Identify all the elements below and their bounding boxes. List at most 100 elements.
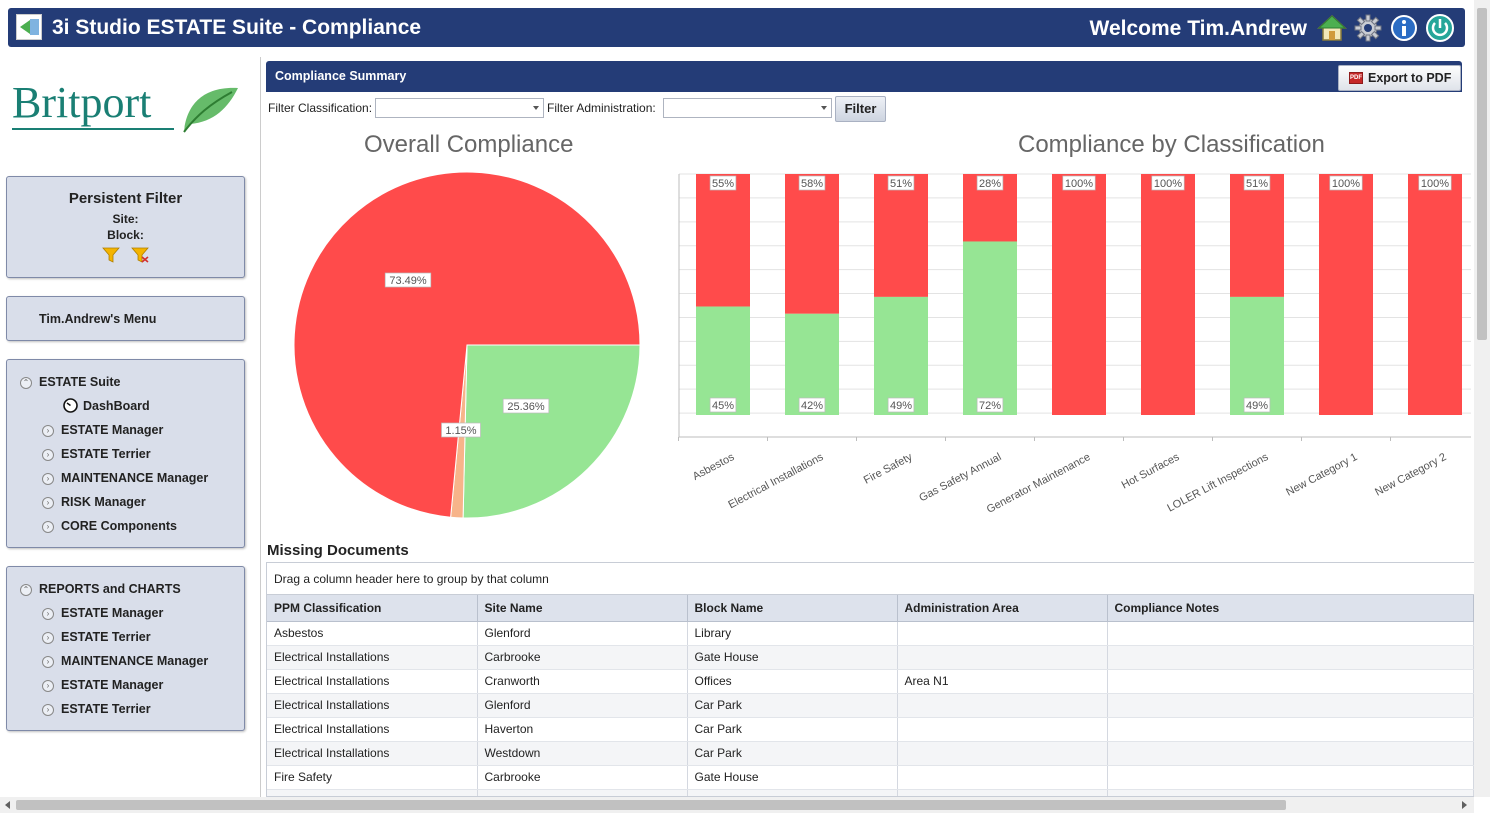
bar-non-compliant[interactable]	[1230, 174, 1284, 297]
logo-text: Britport	[12, 78, 152, 127]
bar-non-compliant[interactable]	[1141, 174, 1195, 415]
home-icon[interactable]	[1317, 13, 1347, 43]
table-cell: Electrical Installations	[267, 645, 478, 670]
table-cell: Gate House	[687, 765, 898, 790]
collapse-icon[interactable]: ⌃	[20, 584, 32, 596]
collapse-icon[interactable]: ⌃	[20, 377, 32, 389]
table-cell: Car Park	[687, 693, 898, 718]
filter-icons	[7, 247, 244, 268]
bar-compliant[interactable]	[696, 306, 750, 415]
expand-icon[interactable]: ›	[42, 632, 54, 644]
table-cell: Glenford	[477, 621, 688, 646]
table-cell	[897, 741, 1108, 766]
report-item-estate-terrier[interactable]: ESTATE Terrier	[61, 630, 151, 644]
table-row[interactable]: Fire Safety Carbrooke Gate House	[267, 765, 1474, 790]
bar-compliant[interactable]	[874, 296, 928, 415]
pie-slice-label: 25.36%	[507, 401, 545, 413]
column-header-block-name[interactable]: Block Name	[687, 595, 898, 622]
bar-label-non-compliant-box	[709, 175, 737, 191]
bar-non-compliant[interactable]	[785, 174, 839, 314]
bar-label-compliant: 72%	[979, 400, 1001, 412]
table-row[interactable]: Electrical Installations Glenford Car Park	[267, 693, 1474, 718]
column-header-compliance-notes[interactable]: Compliance Notes	[1107, 595, 1474, 622]
scroll-right-arrow-icon[interactable]	[1462, 801, 1467, 809]
table-cell: Haverton	[477, 717, 688, 742]
pie-slice[interactable]	[462, 344, 641, 519]
bar-label-non-compliant-box	[1243, 175, 1271, 191]
user-menu-label[interactable]: Tim.Andrew's Menu	[39, 312, 157, 326]
table-row[interactable]: Electrical Installations Cranworth Offices…	[267, 669, 1474, 694]
table-cell: Electrical Installations	[267, 741, 478, 766]
vertical-scrollbar[interactable]	[1474, 0, 1490, 797]
column-header-ppm-classification[interactable]: PPM Classification	[267, 595, 478, 622]
leaf-icon	[183, 87, 238, 133]
estate-suite-header[interactable]: ESTATE Suite	[39, 375, 121, 389]
expand-icon[interactable]: ›	[42, 425, 54, 437]
filter-classification-select[interactable]	[375, 98, 544, 118]
nav-item-maintenance-manager[interactable]: MAINTENANCE Manager	[61, 471, 209, 485]
bar-label-non-compliant-box	[1151, 175, 1185, 191]
bar-label-non-compliant: 100%	[1065, 178, 1093, 190]
bar-non-compliant[interactable]	[874, 174, 928, 297]
expand-icon[interactable]: ›	[42, 680, 54, 692]
expand-icon[interactable]: ›	[42, 497, 54, 509]
column-header-administration-area[interactable]: Administration Area	[897, 595, 1108, 622]
expand-icon[interactable]: ›	[42, 449, 54, 461]
nav-item-core-components[interactable]: CORE Components	[61, 519, 177, 533]
user-menu-panel[interactable]: Tim.Andrew's Menu	[6, 296, 245, 341]
export-pdf-button[interactable]: PDF Export to PDF	[1338, 65, 1461, 91]
report-item-estate-manager-2[interactable]: ESTATE Manager	[61, 678, 164, 692]
info-icon[interactable]	[1389, 13, 1419, 43]
bar-label-non-compliant: 28%	[979, 178, 1001, 190]
table-cell	[1107, 741, 1474, 766]
bar-non-compliant[interactable]	[696, 174, 750, 307]
bar-label-non-compliant: 51%	[890, 178, 912, 190]
filter-administration-select[interactable]	[663, 98, 832, 118]
horizontal-scrollbar[interactable]	[0, 797, 1474, 813]
power-icon[interactable]	[1425, 13, 1455, 43]
expand-icon[interactable]: ›	[42, 608, 54, 620]
nav-item-risk-manager[interactable]: RISK Manager	[61, 495, 146, 509]
horizontal-scrollbar-thumb[interactable]	[16, 800, 1286, 810]
bar-non-compliant[interactable]	[1319, 174, 1373, 415]
bar-non-compliant[interactable]	[1052, 174, 1106, 415]
table-cell: Library	[687, 621, 898, 646]
reports-header[interactable]: REPORTS and CHARTS	[39, 582, 181, 596]
vertical-scrollbar-thumb[interactable]	[1477, 8, 1487, 340]
table-row[interactable]: Electrical Installations Carbrooke Gate Ho…	[267, 645, 1474, 670]
clear-filter-icon[interactable]	[130, 247, 149, 263]
expand-icon[interactable]: ›	[42, 521, 54, 533]
nav-item-estate-terrier[interactable]: ESTATE Terrier	[61, 447, 151, 461]
bar-label-non-compliant: 51%	[1246, 178, 1268, 190]
expand-icon[interactable]: ›	[42, 704, 54, 716]
bar-non-compliant[interactable]	[1408, 174, 1462, 415]
table-cell	[1107, 669, 1474, 694]
x-tick-label: Electrical Installations	[726, 451, 825, 511]
filter-icon[interactable]	[102, 247, 121, 263]
filter-button[interactable]: Filter	[835, 96, 886, 122]
nav-item-dashboard[interactable]: DashBoard	[83, 399, 150, 413]
table-header-row: PPM Classification Site Name Block Name …	[267, 595, 1474, 622]
table-cell: Area N1	[897, 669, 1108, 694]
table-cell: Westdown	[477, 741, 688, 766]
app-icon[interactable]	[16, 14, 42, 40]
report-item-estate-manager[interactable]: ESTATE Manager	[61, 606, 164, 620]
report-item-maintenance-manager[interactable]: MAINTENANCE Manager	[61, 654, 209, 668]
gear-icon[interactable]	[1353, 13, 1383, 43]
expand-icon[interactable]: ›	[42, 656, 54, 668]
table-row[interactable]: Asbestos Glenford Library	[267, 621, 1474, 646]
report-item-estate-terrier-2[interactable]: ESTATE Terrier	[61, 702, 151, 716]
group-by-hint[interactable]: Drag a column header here to group by th…	[267, 563, 1474, 595]
table-row[interactable]: Electrical Installations Westdown Car Park	[267, 741, 1474, 766]
bar-compliant[interactable]	[1230, 296, 1284, 415]
bar-label-non-compliant: 100%	[1332, 178, 1360, 190]
missing-documents-grid: Drag a column header here to group by th…	[266, 562, 1475, 797]
scroll-left-arrow-icon[interactable]	[5, 801, 10, 809]
expand-icon[interactable]: ›	[42, 473, 54, 485]
bar-compliant[interactable]	[963, 241, 1017, 415]
table-row[interactable]	[267, 789, 1474, 796]
pie-slice[interactable]	[293, 171, 641, 518]
column-header-site-name[interactable]: Site Name	[477, 595, 688, 622]
nav-item-estate-manager[interactable]: ESTATE Manager	[61, 423, 164, 437]
table-row[interactable]: Electrical Installations Haverton Car Park	[267, 717, 1474, 742]
